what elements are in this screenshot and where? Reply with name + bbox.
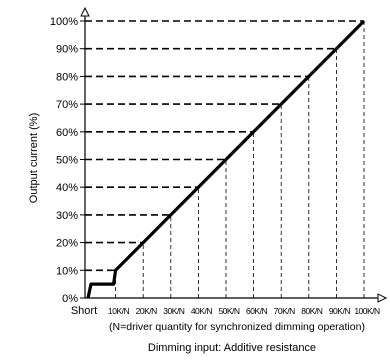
x-tick-label: 20K/N [136, 306, 157, 316]
axes [80, 6, 388, 303]
x-tick-label: 50K/N [218, 306, 239, 316]
y-tick-label: 50% [56, 155, 78, 167]
x-tick-label: 80K/N [301, 306, 322, 316]
y-tick-label: 20% [56, 238, 78, 250]
x-tick-label: 60K/N [246, 306, 267, 316]
y-tick-label: 90% [56, 44, 78, 56]
x-axis-label: Dimming input: Additive resistance [148, 342, 316, 354]
y-tick-label: 40% [56, 182, 78, 194]
x-tick-label: 10K/N [108, 306, 129, 316]
y-tick-labels: 0% 10% 20% 30% 40% 50% 60% 70% 80% 90% 100% [50, 16, 88, 305]
x-tick-label: 40K/N [191, 306, 212, 316]
series [86, 19, 366, 299]
y-tick-label: 10% [56, 265, 78, 277]
y-axis-arrow [80, 6, 90, 17]
y-tick-label: 0% [62, 293, 78, 305]
x-tick-label: 90K/N [329, 306, 350, 316]
x-tick-labels: Short 10K/N 20K/N 30K/N 40K/N 50K/N 60K/N 70K/N… [71, 305, 381, 317]
y-tick-label: 70% [56, 99, 78, 111]
x-tick-label: 100K/N [354, 306, 380, 316]
x-axis-arrow [377, 293, 388, 303]
y-tick-label: 60% [56, 127, 78, 139]
y-tick-label: 30% [56, 210, 78, 222]
x-tick-label: Short [71, 305, 97, 317]
x-tick-label: 70K/N [274, 306, 295, 316]
x-axis-note: (N=driver quantity for synchronized dimm… [109, 321, 365, 333]
y-tick-label: 100% [50, 16, 78, 28]
x-tick-label: 30K/N [163, 306, 184, 316]
y-axis-label: Output current (%) [28, 113, 40, 203]
y-tick-label: 80% [56, 71, 78, 83]
reference-lines [85, 20, 365, 298]
series-line [86, 19, 366, 299]
